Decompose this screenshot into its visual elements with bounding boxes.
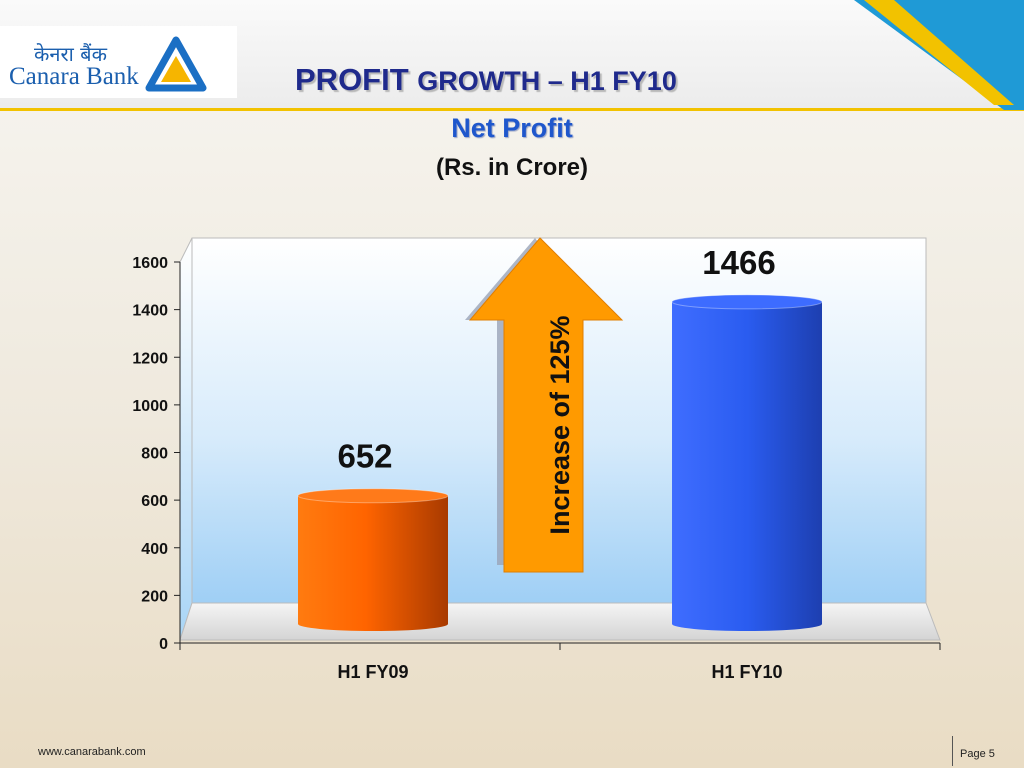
x-tick-label: H1 FY10 <box>711 662 782 682</box>
chart-floor <box>179 602 941 641</box>
increase-arrow-icon <box>465 237 624 573</box>
canara-logo-icon <box>145 36 207 92</box>
chart-side-wall <box>179 237 193 641</box>
y-tick-label: 800 <box>141 446 168 463</box>
y-tick-label: 1600 <box>132 255 168 272</box>
chart-subtitle: Net Profit <box>451 113 573 143</box>
x-tick-label: H1 FY09 <box>337 662 408 682</box>
data-label: 1466 <box>702 244 775 281</box>
logo-hindi-text: केनरा बैंक <box>34 42 107 66</box>
footer-url: www.canarabank.com <box>38 746 146 758</box>
y-tick-label: 1000 <box>132 398 168 415</box>
increase-annotation: Increase of 125% <box>545 315 575 534</box>
corner-decoration <box>854 0 1024 110</box>
page-number: Page 5 <box>960 748 995 760</box>
logo: केनरा बैंक Canara Bank <box>0 26 237 98</box>
y-tick-label: 600 <box>141 493 168 510</box>
logo-english-text: Canara Bank <box>9 63 139 90</box>
bar-h1-fy09 <box>297 488 449 631</box>
title-bold: PROFIT <box>295 62 409 97</box>
title-rest: GROWTH – H1 FY10 <box>417 66 677 96</box>
chart-units: (Rs. in Crore) <box>435 154 588 181</box>
y-tick-label: 400 <box>141 541 168 558</box>
page-title: PROFIT GROWTH – H1 FY10 <box>295 62 677 98</box>
footer-divider <box>952 736 953 766</box>
y-tick-label: 1200 <box>132 350 168 367</box>
bar-h1-fy10 <box>671 294 823 631</box>
y-tick-label: 200 <box>141 588 168 605</box>
y-tick-label: 0 <box>159 636 168 653</box>
y-tick-label: 1400 <box>132 303 168 320</box>
data-label: 652 <box>337 438 392 475</box>
